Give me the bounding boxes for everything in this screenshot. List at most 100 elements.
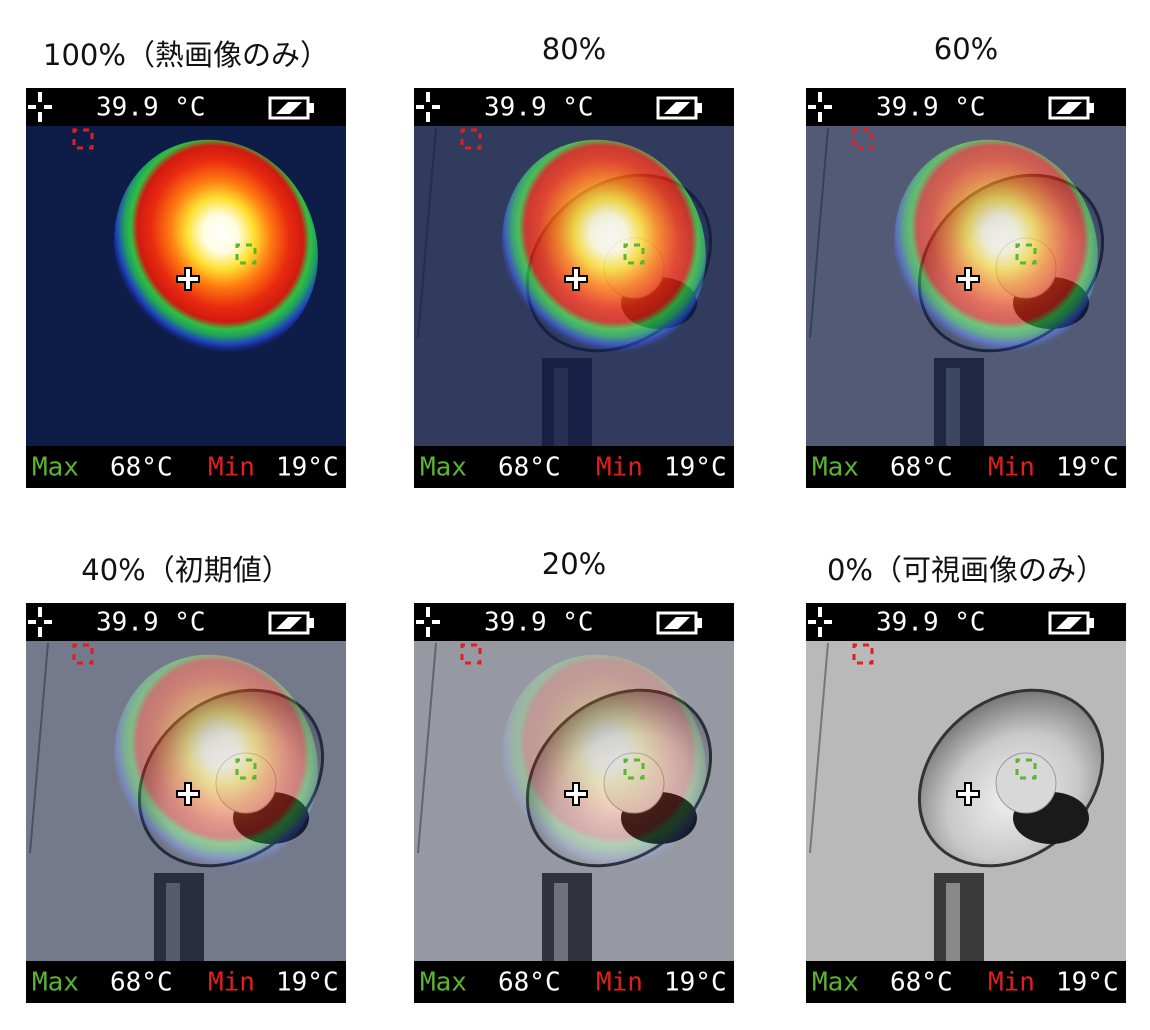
min-marker [852,128,874,150]
cable [809,642,829,854]
max-marker [623,758,645,780]
min-value: 19°C [664,453,727,483]
battery-tip [1089,618,1094,628]
battery-charge [664,617,690,629]
footer-bar [26,961,346,1003]
min-marker [72,643,94,665]
max-label: Max [812,968,859,998]
min-value: 19°C [1056,453,1119,483]
battery-charge [276,617,302,629]
caption: 0%（可視画像のみ） [826,553,1105,587]
caption: 40%（初期値） [81,553,291,587]
min-value: 19°C [664,968,727,998]
center-cursor [956,782,980,806]
battery-tip [697,618,702,628]
caption: 60% [933,32,999,66]
battery-charge [1056,102,1082,114]
max-value: 68°C [110,453,173,483]
caption: 80% [541,32,607,66]
footer-bar [26,446,346,488]
camera-screen: 39.9 °C Max 68°C Min 19°C [26,88,346,488]
heat-blob [114,654,318,872]
heat-blob [114,139,318,357]
max-marker [235,758,257,780]
spot-temperature: 39.9 °C [96,93,206,123]
spot-temperature: 39.9 °C [484,93,594,123]
center-cursor [564,267,588,291]
max-label: Max [420,453,467,483]
crosshair-icon [416,92,440,122]
battery-charge [1056,617,1082,629]
spot-temperature: 39.9 °C [876,93,986,123]
camera-screen: 39.9 °C Max 68°C Min 19°C [806,88,1126,488]
cable [417,642,437,854]
center-cursor [176,782,200,806]
cable [29,642,49,854]
spot-temperature: 39.9 °C [484,608,594,638]
battery-tip [1089,103,1094,113]
min-value: 19°C [276,968,339,998]
max-value: 68°C [498,968,561,998]
center-cursor [564,782,588,806]
heat-blob [502,139,706,357]
max-value: 68°C [890,968,953,998]
bulb [995,752,1057,814]
battery-icon [656,611,698,635]
max-label: Max [32,968,79,998]
battery-icon [1048,611,1090,635]
min-marker [460,643,482,665]
battery-icon [268,611,310,635]
center-cursor [956,267,980,291]
caption: 100%（熱画像のみ） [43,38,329,72]
max-marker [1015,243,1037,265]
battery-charge [276,102,302,114]
thermal-image [26,641,346,961]
min-marker [72,128,94,150]
min-value: 19°C [1056,968,1119,998]
max-value: 68°C [890,453,953,483]
caption: 20% [541,547,607,581]
min-marker [852,643,874,665]
max-marker [1015,758,1037,780]
battery-tip [309,103,314,113]
footer-bar [806,446,1126,488]
max-label: Max [32,453,79,483]
spot-temperature: 39.9 °C [876,608,986,638]
heat-blob [502,654,706,872]
crosshair-icon [416,607,440,637]
crosshair-icon [28,92,52,122]
footer-bar [414,446,734,488]
max-value: 68°C [110,968,173,998]
center-cursor [176,267,200,291]
min-label: Min [208,968,255,998]
footer-bar [414,961,734,1003]
min-label: Min [988,968,1035,998]
min-value: 19°C [276,453,339,483]
battery-tip [697,103,702,113]
camera-screen: 39.9 °C Max 68°C Min 19°C [414,88,734,488]
visible-image [806,641,1126,963]
min-marker [460,128,482,150]
battery-icon [656,96,698,120]
heat-blob [894,139,1098,357]
battery-icon [1048,96,1090,120]
camera-screen: 39.9 °C Max 68°C Min 19°C [414,603,734,1003]
max-marker [623,243,645,265]
stand [166,883,180,963]
min-label: Min [988,453,1035,483]
max-label: Max [420,968,467,998]
stand [946,883,960,963]
footer-bar [806,961,1126,1003]
camera-screen: 39.9 °C Max 68°C Min 19°C [26,603,346,1003]
max-value: 68°C [498,453,561,483]
crosshair-icon [808,92,832,122]
battery-icon [268,96,310,120]
max-marker [235,243,257,265]
crosshair-icon [808,607,832,637]
battery-charge [664,102,690,114]
spot-temperature: 39.9 °C [96,608,206,638]
min-label: Min [208,453,255,483]
min-label: Min [596,453,643,483]
stand [554,883,568,963]
